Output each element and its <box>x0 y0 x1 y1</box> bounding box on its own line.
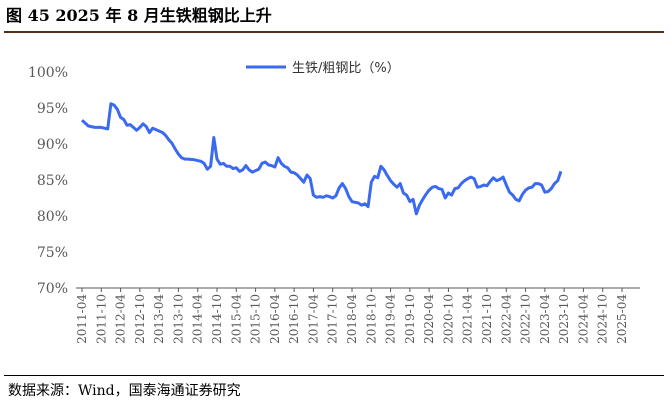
x-tick-label: 2018-04 <box>345 294 359 344</box>
series-line <box>80 102 563 216</box>
y-axis-ticks: 70% 75% 80% 85% 90% 95% 100% <box>28 65 68 297</box>
x-tick-label: 2020-04 <box>422 294 436 344</box>
source-note: 数据来源：Wind，国泰海通证券研究 <box>8 383 241 399</box>
x-axis-ticks: 2011-04 2011-10 2012-04 2012-10 2013-04 2013-… <box>75 288 629 344</box>
x-tick-label: 2022-04 <box>499 294 513 344</box>
x-tick-label: 2025-04 <box>615 294 629 344</box>
x-tick-label: 2014-10 <box>210 294 224 344</box>
series-group <box>80 102 563 216</box>
x-tick-label: 2024-10 <box>596 294 610 344</box>
x-tick-label: 2019-04 <box>384 294 398 344</box>
x-tick-label: 2022-10 <box>519 294 533 344</box>
y-tick-label: 75% <box>37 245 68 261</box>
y-tick-label: 95% <box>37 101 68 117</box>
x-tick-label: 2016-10 <box>287 294 301 344</box>
x-tick-label: 2014-04 <box>191 294 205 344</box>
x-tick-label: 2015-04 <box>229 294 243 344</box>
x-tick-label: 2016-04 <box>268 294 282 344</box>
x-tick-label: 2013-10 <box>171 294 185 344</box>
x-tick-label: 2013-04 <box>152 294 166 344</box>
x-tick-label: 2017-04 <box>306 294 320 344</box>
x-tick-label: 2012-10 <box>133 294 147 344</box>
x-tick-label: 2024-04 <box>576 294 590 344</box>
x-tick-label: 2020-10 <box>441 294 455 344</box>
legend: 生铁/粗钢比（%） <box>246 61 400 76</box>
x-tick-label: 2021-10 <box>480 294 494 344</box>
figure-title: 图 45 2025 年 8 月生铁粗钢比上升 <box>6 6 272 25</box>
x-tick-label: 2018-10 <box>364 294 378 344</box>
title-rule <box>4 31 664 33</box>
x-tick-label: 2023-10 <box>557 294 571 344</box>
x-tick-label: 2012-04 <box>114 294 128 344</box>
y-tick-label: 85% <box>37 173 68 189</box>
x-tick-label: 2017-10 <box>326 294 340 344</box>
x-tick-label: 2019-10 <box>403 294 417 344</box>
legend-label: 生铁/粗钢比（%） <box>292 61 400 76</box>
y-tick-label: 90% <box>37 137 68 153</box>
y-tick-label: 80% <box>37 209 68 225</box>
y-tick-label: 100% <box>28 65 68 81</box>
x-tick-label: 2011-10 <box>94 294 108 344</box>
source-rule <box>4 375 664 376</box>
x-tick-label: 2021-04 <box>461 294 475 344</box>
x-tick-label: 2023-04 <box>538 294 552 344</box>
x-tick-label: 2015-10 <box>249 294 263 344</box>
x-tick-label: 2011-04 <box>75 294 89 344</box>
y-tick-label: 70% <box>37 281 68 297</box>
